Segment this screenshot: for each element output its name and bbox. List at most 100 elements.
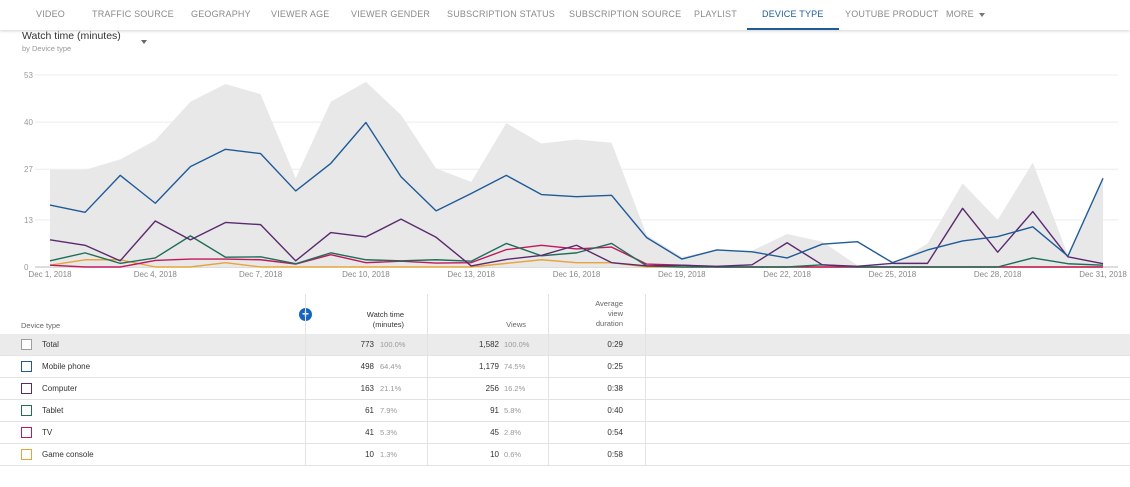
series-checkbox[interactable] bbox=[21, 361, 32, 372]
avg-duration-value: 0:40 bbox=[607, 406, 623, 415]
y-tick-label: 0 bbox=[24, 263, 29, 272]
watch-time-percent: 5.3% bbox=[380, 428, 398, 437]
x-tick-label: Dec 7, 2018 bbox=[239, 270, 283, 279]
series-checkbox[interactable] bbox=[21, 383, 32, 394]
tab-label: VIEWER AGE bbox=[271, 9, 330, 19]
avg-duration-value: 0:38 bbox=[607, 384, 623, 393]
watch-time-chart: 0 13 27 40 53 Dec 1, 2018 Dec 4, 2018 Dec 7, 20… bbox=[24, 71, 1127, 279]
device-label: Total bbox=[42, 340, 59, 349]
x-tick-label: Dec 28, 2018 bbox=[974, 270, 1022, 279]
tab-viewer-age[interactable]: VIEWER AGE bbox=[271, 0, 330, 30]
header-views[interactable]: Views bbox=[506, 320, 526, 329]
views-value: 45 bbox=[490, 428, 499, 437]
watch-time-value: 61 bbox=[365, 406, 374, 415]
tab-label: PLAYLIST bbox=[694, 9, 737, 19]
header-avg-1[interactable]: Average bbox=[595, 299, 623, 308]
table-header: Device type + Watch time (minutes) Views… bbox=[0, 294, 1130, 334]
header-watch-time-unit: (minutes) bbox=[372, 320, 404, 329]
metric-selector[interactable]: Watch time (minutes) bbox=[22, 30, 121, 42]
views-percent: 0.6% bbox=[504, 450, 522, 459]
views-percent: 74.5% bbox=[504, 362, 526, 371]
header-avg-3: duration bbox=[595, 319, 623, 328]
device-type-table: Device type + Watch time (minutes) Views… bbox=[0, 294, 1130, 466]
views-percent: 16.2% bbox=[504, 384, 526, 393]
views-value: 1,179 bbox=[478, 362, 499, 371]
tab-label: VIEWER GENDER bbox=[351, 9, 431, 19]
series-checkbox[interactable] bbox=[21, 427, 32, 438]
series-checkbox[interactable] bbox=[21, 449, 32, 460]
tab-playlist[interactable]: PLAYLIST bbox=[694, 0, 737, 30]
tab-traffic-source[interactable]: TRAFFIC SOURCE bbox=[92, 0, 174, 30]
device-label: Tablet bbox=[42, 406, 64, 415]
header-avg-2: view bbox=[607, 309, 623, 318]
x-tick-label: Dec 31, 2018 bbox=[1079, 270, 1127, 279]
table-row[interactable]: Mobile phone 498 64.4% 1,179 74.5% 0:25 bbox=[0, 356, 1130, 378]
tab-label: GEOGRAPHY bbox=[191, 9, 251, 19]
avg-duration-value: 0:54 bbox=[607, 428, 623, 437]
series-checkbox[interactable] bbox=[21, 405, 32, 416]
series-line-tablet bbox=[49, 235, 1104, 268]
y-tick-label: 27 bbox=[24, 165, 33, 174]
table-row[interactable]: Total 773 100.0% 1,582 100.0% 0:29 bbox=[0, 334, 1130, 356]
header-device-type[interactable]: Device type bbox=[21, 321, 61, 330]
x-tick-label: Dec 16, 2018 bbox=[553, 270, 601, 279]
tab-label: SUBSCRIPTION SOURCE bbox=[569, 9, 682, 19]
watch-time-value: 41 bbox=[365, 428, 374, 437]
y-tick-label: 53 bbox=[24, 71, 33, 80]
tab-video[interactable]: VIDEO bbox=[36, 0, 65, 30]
series-line-computer bbox=[49, 207, 1104, 267]
tab-subscription-source[interactable]: SUBSCRIPTION SOURCE bbox=[569, 0, 681, 30]
watch-time-value: 773 bbox=[360, 340, 374, 349]
device-label: TV bbox=[42, 428, 53, 437]
dropdown-caret-icon[interactable] bbox=[141, 40, 147, 44]
x-tick-label: Dec 19, 2018 bbox=[658, 270, 706, 279]
views-percent: 100.0% bbox=[504, 340, 530, 349]
table-row[interactable]: TV 41 5.3% 45 2.8% 0:54 bbox=[0, 422, 1130, 444]
y-tick-label: 13 bbox=[24, 216, 33, 225]
avg-duration-value: 0:29 bbox=[607, 340, 623, 349]
caret-down-icon bbox=[978, 12, 985, 17]
tab-label: DEVICE TYPE bbox=[762, 9, 824, 19]
header-watch-time[interactable]: Watch time bbox=[366, 310, 404, 319]
device-label: Computer bbox=[42, 384, 78, 393]
table-row[interactable]: Computer 163 21.1% 256 16.2% 0:38 bbox=[0, 378, 1130, 400]
tab-more[interactable]: MORE bbox=[946, 0, 985, 30]
x-tick-label: Dec 10, 2018 bbox=[342, 270, 390, 279]
x-tick-label: Dec 13, 2018 bbox=[447, 270, 495, 279]
views-value: 1,582 bbox=[478, 340, 499, 349]
tab-subscription-status[interactable]: SUBSCRIPTION STATUS bbox=[447, 0, 555, 30]
tab-bar: VIDEO TRAFFIC SOURCE GEOGRAPHY VIEWER AGE VI… bbox=[0, 0, 1130, 30]
tab-geography[interactable]: GEOGRAPHY bbox=[191, 0, 251, 30]
tab-label: VIDEO bbox=[36, 9, 66, 19]
tab-label: SUBSCRIPTION STATUS bbox=[447, 9, 555, 19]
tab-label: YOUTUBE PRODUCT bbox=[845, 9, 939, 19]
tab-viewer-gender[interactable]: VIEWER GENDER bbox=[351, 0, 430, 30]
x-tick-label: Dec 4, 2018 bbox=[134, 270, 178, 279]
x-tick-label: Dec 25, 2018 bbox=[869, 270, 917, 279]
views-percent: 2.8% bbox=[504, 428, 522, 437]
avg-duration-value: 0:58 bbox=[607, 450, 623, 459]
series-checkbox[interactable] bbox=[21, 339, 32, 350]
watch-time-value: 163 bbox=[360, 384, 374, 393]
avg-duration-value: 0:25 bbox=[607, 362, 623, 371]
device-label: Game console bbox=[42, 450, 94, 459]
tab-device-type[interactable]: DEVICE TYPE bbox=[747, 0, 839, 30]
tab-label: MORE bbox=[946, 9, 974, 19]
views-value: 91 bbox=[490, 406, 499, 415]
watch-time-percent: 64.4% bbox=[380, 362, 402, 371]
x-tick-label: Dec 1, 2018 bbox=[28, 270, 72, 279]
metric-subtitle: by Device type bbox=[22, 44, 72, 53]
views-value: 10 bbox=[490, 450, 499, 459]
watch-time-percent: 7.9% bbox=[380, 406, 398, 415]
table-row[interactable]: Tablet 61 7.9% 91 5.8% 0:40 bbox=[0, 400, 1130, 422]
y-tick-label: 40 bbox=[24, 118, 33, 127]
watch-time-percent: 1.3% bbox=[380, 450, 398, 459]
tab-label: TRAFFIC SOURCE bbox=[92, 9, 174, 19]
watch-time-value: 10 bbox=[365, 450, 374, 459]
views-percent: 5.8% bbox=[504, 406, 522, 415]
views-value: 256 bbox=[485, 384, 499, 393]
table-row[interactable]: Game console 10 1.3% 10 0.6% 0:58 bbox=[0, 444, 1130, 466]
tab-youtube-product[interactable]: YOUTUBE PRODUCT bbox=[845, 0, 939, 30]
x-tick-label: Dec 22, 2018 bbox=[763, 270, 811, 279]
device-label: Mobile phone bbox=[42, 362, 91, 371]
